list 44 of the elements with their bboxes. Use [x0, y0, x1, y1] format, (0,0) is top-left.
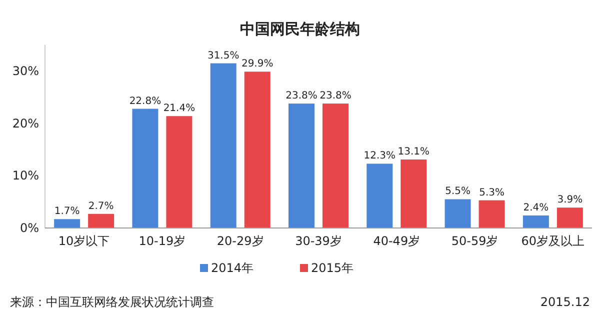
y-tick-label: 20% — [12, 116, 39, 130]
data-label: 3.9% — [557, 194, 583, 206]
legend-label: 2015年 — [311, 261, 354, 275]
data-label: 22.8% — [129, 96, 162, 107]
data-label: 5.5% — [445, 186, 470, 198]
data-label: 13.1% — [398, 146, 430, 158]
data-label: 29.9% — [241, 58, 274, 70]
y-tick-label: 0% — [20, 221, 39, 235]
bar — [210, 63, 236, 228]
bar — [522, 215, 549, 228]
x-tick-label: 30-39岁 — [295, 234, 342, 248]
bar — [166, 116, 192, 228]
source-note: 来源：中国互联网络发展状况统计调查 — [10, 295, 214, 309]
chart-title: 中国网民年龄结构 — [240, 20, 360, 38]
x-tick-label: 20-29岁 — [216, 234, 264, 248]
text: 2015.12 — [540, 295, 590, 309]
data-label: 23.8% — [320, 90, 352, 102]
data-label: 2.7% — [88, 200, 114, 212]
bar — [478, 200, 505, 228]
data-label: 31.5% — [207, 50, 240, 62]
bar — [132, 108, 158, 228]
bar — [400, 160, 427, 228]
data-label: 1.7% — [54, 206, 80, 218]
bar — [54, 219, 80, 228]
bar — [244, 72, 270, 228]
data-label: 23.8% — [286, 90, 318, 102]
data-label: 2.4% — [523, 202, 549, 214]
x-tick-label: 40-49岁 — [373, 234, 420, 248]
y-tick-label: 10% — [12, 168, 39, 183]
x-tick-label: 50-59岁 — [451, 234, 498, 248]
data-label: 21.4% — [163, 103, 196, 114]
bar — [88, 214, 114, 228]
data-label: 12.3% — [364, 150, 396, 162]
x-tick-label: 10岁以下 — [58, 234, 110, 248]
bar — [322, 104, 348, 228]
data-label: 5.3% — [479, 187, 504, 198]
bar — [366, 164, 393, 228]
bar — [288, 104, 314, 228]
legend-label: 2014年 — [211, 261, 254, 275]
x-tick-label: 10-19岁 — [138, 234, 186, 248]
y-tick-label: 30% — [12, 64, 39, 78]
bar — [556, 208, 583, 228]
x-tick-label: 60岁及以上 — [521, 234, 585, 248]
bar — [444, 199, 471, 228]
